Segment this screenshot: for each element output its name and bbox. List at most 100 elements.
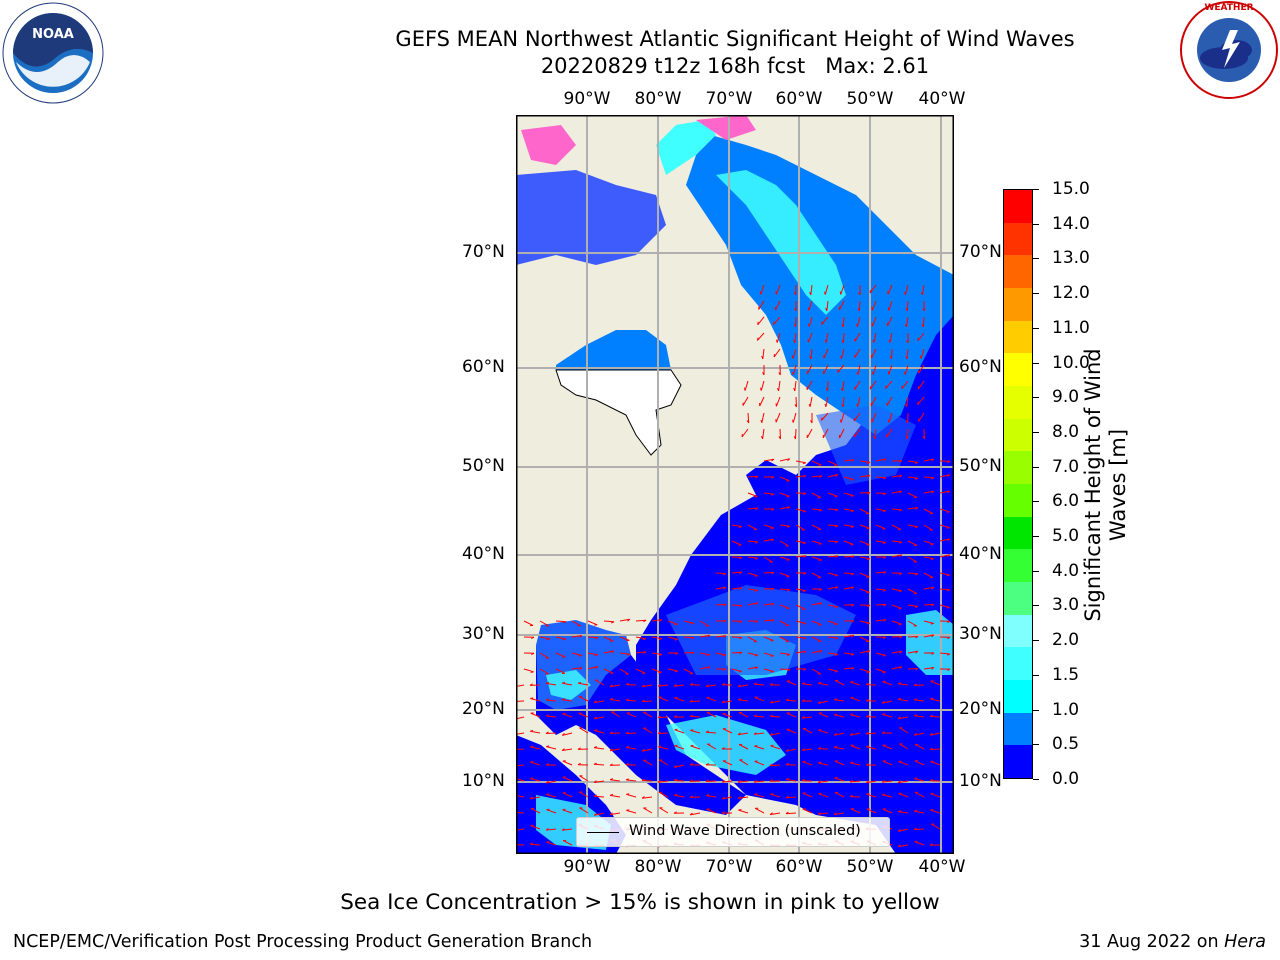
wave-direction-arrowhead [674,696,678,699]
wave-direction-arrowhead [899,474,903,478]
wave-direction-arrowhead [883,636,887,640]
wave-direction-arrow [770,700,781,704]
footer-machine: Hera [1224,932,1266,952]
wave-direction-arrowhead [905,420,909,424]
wave-direction-arrow [923,458,934,462]
wave-direction-arrowhead [897,697,902,700]
wave-direction-arrow [907,524,918,528]
wave-direction-arrowhead [840,355,842,359]
wave-direction-arrowhead [802,590,807,593]
wave-direction-arrow [514,716,525,720]
wave-direction-arrowhead [579,635,583,638]
wave-direction-arrow [539,636,550,640]
wave-direction-arrow [514,732,525,736]
wave-direction-arrowhead [825,388,829,392]
wave-direction-arrow [571,620,581,627]
wave-direction-arrowhead [920,355,922,359]
wave-direction-arrow [779,588,791,591]
wave-direction-arrow [792,412,797,423]
wave-direction-arrowhead [841,387,844,392]
wave-direction-arrow [802,716,813,719]
wave-direction-arrowhead [794,308,797,312]
wave-direction-arrow [907,507,918,510]
wave-direction-arrowhead [721,682,725,686]
wave-direction-arrowhead [887,307,890,311]
wave-direction-arrow [834,777,845,782]
wave-direction-arrowhead [898,590,902,593]
footer-producer: NCEP/EMC/Verification Post Processing Pr… [13,932,593,952]
wave-direction-arrow [762,348,765,359]
wave-direction-arrowhead [915,573,919,576]
wave-direction-arrowhead [641,684,645,688]
wave-direction-arrow [754,807,765,814]
wave-direction-arrow [843,555,855,558]
colorbar-segment [1004,255,1032,288]
wave-direction-arrowhead [689,682,693,686]
wave-direction-arrowhead [609,684,613,688]
wave-direction-arrow [699,652,710,656]
wave-direction-arrow [907,650,918,654]
wave-direction-arrow [603,620,615,623]
wave-direction-arrow [513,811,525,814]
wave-direction-arrowhead [721,811,725,814]
wave-direction-arrowhead [756,337,759,341]
wave-direction-arrow [850,808,861,814]
wave-direction-arrow [907,476,918,479]
wave-direction-arrowhead [530,745,534,748]
wave-direction-arrowhead [531,636,535,640]
wave-direction-arrow [794,380,797,391]
wave-direction-arrow [738,796,749,799]
wave-direction-arrow [760,284,765,295]
wave-direction-arrow [626,779,637,782]
wave-direction-arrow [871,348,877,359]
wave-direction-arrow [626,793,637,798]
wave-direction-arrow [859,588,870,593]
wave-direction-arrow [770,793,781,798]
wave-direction-arrowhead [824,403,827,407]
wave-direction-arrowhead [930,792,934,795]
wave-direction-arrow [850,762,861,766]
wave-direction-arrowhead [807,307,810,311]
wave-direction-arrowhead [769,683,773,686]
wave-direction-arrow [738,712,749,718]
wave-direction-arrowhead [818,559,822,561]
wave-direction-arrowhead [659,619,663,622]
wave-direction-arrowhead [793,324,797,328]
wave-direction-arrowhead [706,654,711,657]
wave-direction-arrowhead [737,780,741,783]
wave-direction-arrow [641,700,653,703]
wave-direction-arrowhead [674,638,678,641]
wave-direction-arrowhead [771,493,775,496]
wave-direction-arrowhead [705,763,709,766]
wave-direction-arrow [546,809,557,814]
wave-direction-arrowhead [881,779,885,783]
wave-direction-arrowhead [579,667,583,670]
wave-direction-arrowhead [561,748,565,751]
lat-label-right: 50°N [959,456,1002,476]
wave-direction-arrow [785,812,797,815]
wave-direction-arrow [811,556,822,561]
wave-direction-arrow [906,396,909,407]
colorbar-label: Significant Height of Wind Waves [m] [1081,348,1130,622]
wave-direction-arrow [642,796,653,799]
wave-direction-arrowhead [657,731,661,734]
wave-direction-arrow [891,508,903,511]
wave-direction-arrowhead [770,793,774,795]
wave-direction-arrowhead [872,339,875,343]
wave-direction-arrow [827,586,838,590]
wave-direction-arrowhead [946,574,950,577]
wave-direction-arrowhead [754,793,758,795]
wave-direction-arrowhead [545,827,549,831]
wave-direction-arrow [807,332,813,343]
wave-direction-arrowhead [850,653,855,656]
wave-direction-arrowhead [689,812,693,816]
legend-label: Wind Wave Direction (unscaled) [629,823,861,839]
colorbar-tick-label: 1.0 [1052,699,1080,720]
wave-direction-arrowhead [785,698,789,701]
wave-direction-arrowhead [769,732,773,736]
wave-direction-arrow [754,745,765,750]
wave-direction-arrow [626,809,637,814]
wave-direction-arrowhead [899,666,903,670]
wave-direction-arrowhead [794,404,797,408]
wave-direction-arrow [839,428,845,439]
